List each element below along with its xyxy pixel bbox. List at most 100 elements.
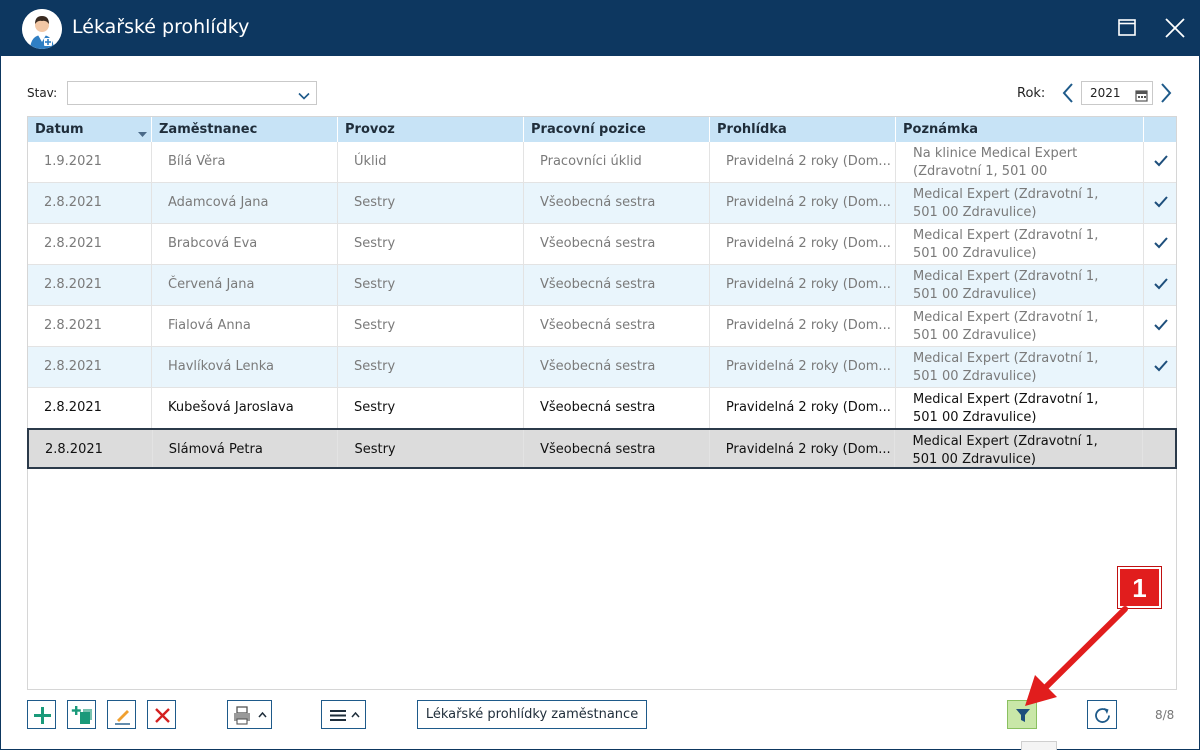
close-button[interactable] [1162,15,1188,41]
checkmark-icon [1154,237,1168,249]
tooltip-stub [1021,741,1057,750]
table-row-selected[interactable]: 2.8.2021 Slámová Petra Sestry Všeobecná … [27,428,1177,469]
year-value: 2021 [1090,86,1121,100]
cell-checkup: Pravidelná 2 roky (Dom... [710,430,896,467]
cell-note: Medical Expert (Zdravotní 1, 501 00 Zdra… [896,306,1144,346]
table-row[interactable]: 1.9.2021 Bílá Věra Úklid Pracovníci úkli… [28,142,1176,183]
column-header-done[interactable] [1144,117,1176,142]
cell-date: 2.8.2021 [28,224,152,264]
cell-provoz: Sestry [338,224,524,264]
checkups-table[interactable]: Datum Zaměstnanec Provoz Pracovní pozice… [27,116,1177,690]
calendar-icon[interactable] [1135,87,1148,106]
rok-label: Rok: [1017,86,1046,101]
cell-provoz: Sestry [338,388,524,428]
cell-provoz: Sestry [338,430,525,467]
cell-employee: Slámová Petra [153,430,339,467]
cell-date: 1.9.2021 [28,142,152,182]
column-label: Pracovní pozice [531,122,646,137]
maximize-button[interactable] [1114,15,1140,41]
refresh-button[interactable] [1087,700,1117,729]
cell-checkup: Pravidelná 2 roky (Dom... [710,265,896,305]
column-header-zamestnanec[interactable]: Zaměstnanec [152,117,338,142]
delete-button[interactable] [147,700,176,729]
cell-position: Všeobecná sestra [524,224,710,264]
cell-date: 2.8.2021 [28,347,152,387]
cell-position: Všeobecná sestra [524,183,710,223]
cell-date: 2.8.2021 [28,306,152,346]
cell-employee: Brabcová Eva [152,224,338,264]
filter-icon [1016,709,1030,722]
table-row[interactable]: 2.8.2021 Kubešová Jaroslava Sestry Všeob… [28,388,1176,429]
cell-employee: Adamcová Jana [152,183,338,223]
cell-note: Medical Expert (Zdravotní 1, 501 00 Zdra… [896,265,1144,305]
column-header-provoz[interactable]: Provoz [338,117,524,142]
table-row[interactable]: 2.8.2021 Brabcová Eva Sestry Všeobecná s… [28,224,1176,265]
cell-position: Všeobecná sestra [524,388,710,428]
add-copy-button[interactable] [67,700,96,729]
cell-date: 2.8.2021 [29,430,153,467]
checkmark-icon [1154,319,1168,331]
column-header-datum[interactable]: Datum [28,117,152,142]
checkmark-icon [1154,155,1168,167]
cell-checkup: Pravidelná 2 roky (Dom... [710,142,896,182]
cell-note: Medical Expert (Zdravotní 1, 501 00 Zdra… [895,430,1144,467]
table-row[interactable]: 2.8.2021 Adamcová Jana Sestry Všeobecná … [28,183,1176,224]
cell-position: Všeobecná sestra [524,306,710,346]
menu-icon [330,710,360,721]
cell-done [1144,306,1176,346]
cell-checkup: Pravidelná 2 roky (Dom... [710,183,896,223]
stav-dropdown[interactable] [67,81,317,105]
column-header-poznamka[interactable]: Poznámka [896,117,1144,142]
title-bar: Lékařské prohlídky [1,1,1200,56]
previous-year-button[interactable] [1059,81,1077,105]
cell-position: Všeobecná sestra [524,265,710,305]
window-title: Lékařské prohlídky [72,16,250,38]
year-input[interactable]: 2021 [1081,81,1153,105]
column-header-prohlidka[interactable]: Prohlídka [710,117,896,142]
column-label: Datum [35,122,84,137]
cell-date: 2.8.2021 [28,388,152,428]
cell-employee: Fialová Anna [152,306,338,346]
checkmark-icon [1154,360,1168,372]
column-label: Prohlídka [717,122,787,137]
refresh-icon [1095,708,1110,723]
cell-date: 2.8.2021 [28,265,152,305]
column-label: Zaměstnanec [159,122,258,137]
add-copy-icon [71,706,92,724]
filter-button[interactable] [1007,700,1037,729]
next-year-button[interactable] [1157,81,1175,105]
cell-provoz: Sestry [338,306,524,346]
column-header-pracovni-pozice[interactable]: Pracovní pozice [524,117,710,142]
table-row[interactable]: 2.8.2021 Červená Jana Sestry Všeobecná s… [28,265,1176,306]
checkmark-icon [1154,196,1168,208]
print-button[interactable] [227,700,272,729]
cell-done [1144,224,1176,264]
table-row[interactable]: 2.8.2021 Fialová Anna Sestry Všeobecná s… [28,306,1176,347]
cell-provoz: Sestry [338,265,524,305]
filter-bar: Stav: Rok: 2021 [1,79,1200,109]
bottom-toolbar: Lékařské prohlídky zaměstnance 8/8 [1,700,1200,730]
table-header: Datum Zaměstnanec Provoz Pracovní pozice… [28,117,1176,142]
chevron-right-icon [1161,83,1172,103]
cell-employee: Havlíková Lenka [152,347,338,387]
cell-checkup: Pravidelná 2 roky (Dom... [710,347,896,387]
cell-checkup: Pravidelná 2 roky (Dom... [710,224,896,264]
record-count: 8/8 [1155,708,1175,722]
cell-position: Všeobecná sestra [524,347,710,387]
delete-icon [155,708,170,723]
print-icon [234,706,267,725]
cell-note: Medical Expert (Zdravotní 1, 501 00 Zdra… [896,347,1144,387]
menu-button[interactable] [321,700,366,729]
table-row[interactable]: 2.8.2021 Havlíková Lenka Sestry Všeobecn… [28,347,1176,388]
employee-checkups-button[interactable]: Lékařské prohlídky zaměstnance [417,700,647,729]
chevron-down-icon [298,87,310,106]
add-icon [34,707,51,724]
cell-position: Všeobecná sestra [524,430,710,467]
cell-provoz: Sestry [338,183,524,223]
cell-note: Medical Expert (Zdravotní 1, 501 00 Zdra… [896,183,1144,223]
close-icon [1165,18,1185,38]
add-button[interactable] [27,700,56,729]
cell-employee: Červená Jana [152,265,338,305]
edit-button[interactable] [107,700,136,729]
cell-date: 2.8.2021 [28,183,152,223]
